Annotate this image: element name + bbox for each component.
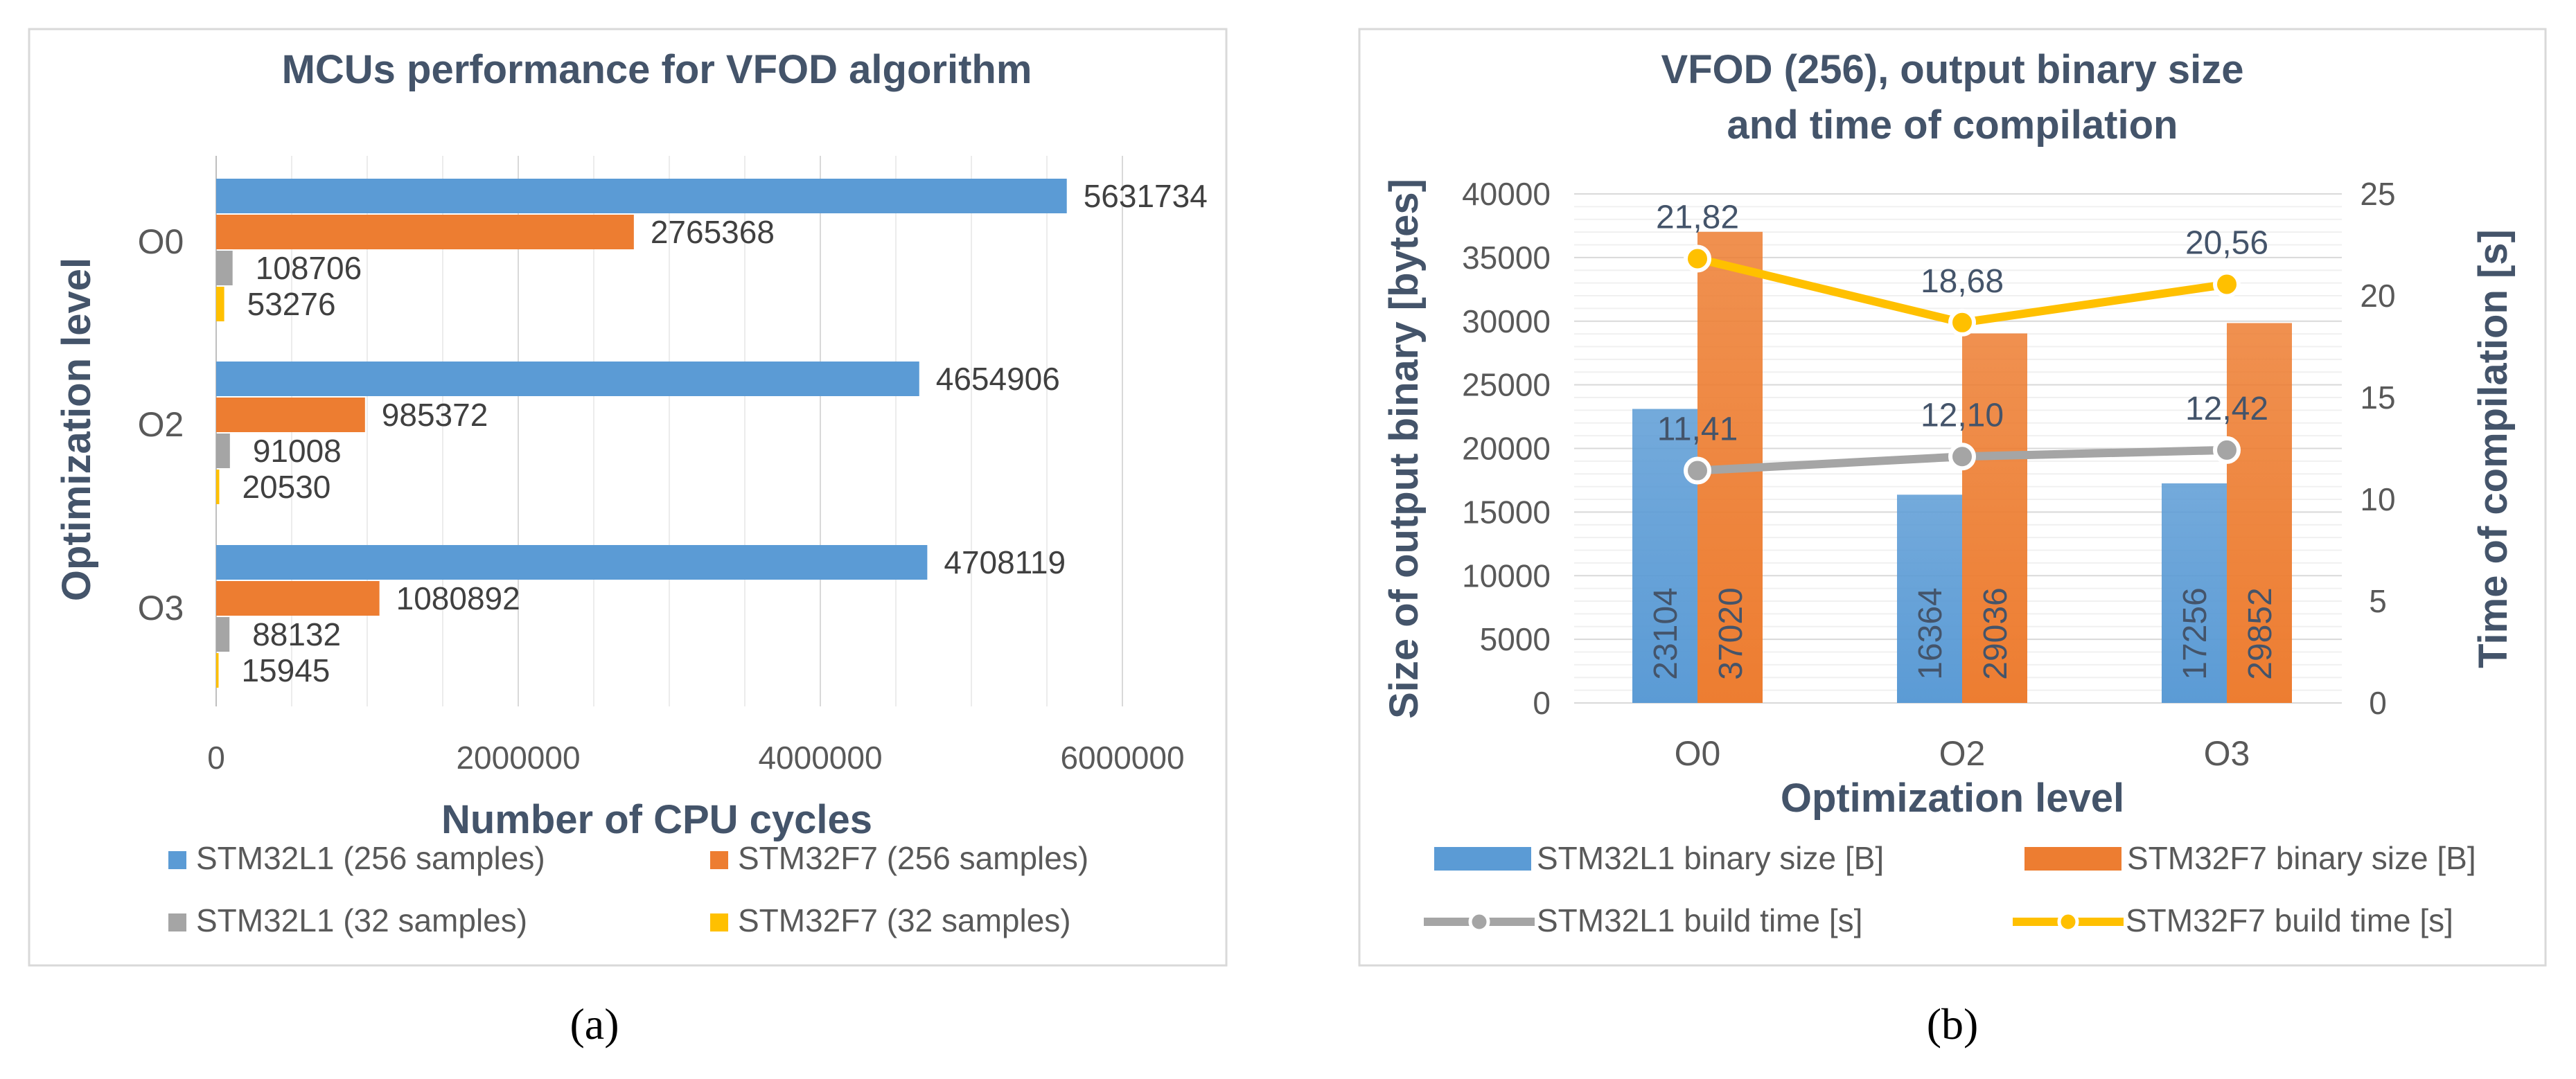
chart-b-line-data-label: 18,68: [1921, 263, 2004, 300]
chart-b-line-point: [1948, 308, 1976, 337]
chart-b-y-tick-label: 25000: [1462, 367, 1551, 403]
chart-b-y-tick-label: 5000: [1480, 621, 1551, 657]
chart-b-y-axis-title: Size of output binary [bytes]: [1382, 179, 1427, 719]
chart-a-bar-o0-s3: [216, 251, 233, 285]
chart-a-bar-o0-s1: [216, 179, 1067, 213]
chart-a-legend-label: STM32L1 (256 samples): [196, 840, 545, 876]
chart-a-x-tick-label: 6000000: [1060, 740, 1184, 776]
chart-a-x-tick-label: 4000000: [758, 740, 882, 776]
chart-b-bar-o3-s1: [2162, 483, 2227, 703]
caption-a: (a): [570, 999, 619, 1049]
chart-b-legend-marker: [1468, 911, 1490, 933]
chart-b-title-line2: and time of compilation: [1727, 102, 2178, 148]
chart-b-title-line1: VFOD (256), output binary size: [1661, 47, 2243, 92]
chart-b-y-tick-label: 40000: [1462, 176, 1551, 212]
chart-b-y-tick-label: 10000: [1462, 558, 1551, 594]
chart-a-data-label: 5631734: [1084, 178, 1208, 214]
chart-a-data-label: 4654906: [936, 361, 1060, 397]
chart-b-bar-data-label: 37020: [1713, 587, 1749, 679]
chart-b-line-point: [1684, 244, 1711, 273]
chart-a-x-axis-title: Number of CPU cycles: [441, 797, 872, 842]
chart-a-bar-o2-s2: [216, 398, 365, 432]
chart-a-data-label: 15945: [241, 652, 330, 688]
chart-a-data-label: 88132: [252, 616, 341, 652]
chart-a-data-label: 985372: [382, 397, 488, 433]
chart-b-bar-o2-s2: [1962, 333, 2027, 703]
chart-b-bar-data-label: 23104: [1648, 587, 1684, 679]
chart-b-category-label: O3: [2204, 734, 2250, 773]
chart-a-legend-swatch: [710, 851, 728, 869]
chart-a-x-tick-label: 2000000: [456, 740, 580, 776]
chart-a-data-label: 20530: [242, 469, 330, 505]
chart-a-data-label: 1080892: [396, 580, 520, 616]
chart-a-data-label: 53276: [247, 286, 336, 322]
chart-a-legend-swatch: [710, 913, 728, 931]
chart-b-line-point: [2213, 270, 2241, 298]
chart-b-y2-tick-label: 15: [2360, 380, 2395, 416]
chart-b-y-tick-label: 15000: [1462, 494, 1551, 530]
chart-b-x-axis-title: Optimization level: [1781, 776, 2124, 821]
chart-b-line-data-label: 11,41: [1657, 411, 1738, 448]
chart-b-y-tick-label: 35000: [1462, 240, 1551, 276]
chart-a-data-label: 4708119: [944, 544, 1066, 580]
chart-b-y2-tick-label: 10: [2360, 481, 2395, 517]
chart-a-bar-o0-s2: [216, 215, 634, 249]
chart-b-bar-o3-s2: [2227, 323, 2292, 704]
chart-a-data-label: 2765368: [651, 214, 775, 250]
chart-b-legend-marker: [2057, 911, 2079, 933]
chart-b-legend-label: STM32F7 build time [s]: [2126, 902, 2453, 938]
chart-a-category-label: O3: [138, 589, 184, 627]
caption-b: (b): [1927, 999, 1979, 1049]
chart-b-y2-tick-label: 20: [2360, 278, 2395, 314]
chart-b-category-label: O2: [1939, 734, 1986, 773]
chart-a-bar-o2-s1: [216, 362, 919, 396]
chart-b-bar-data-label: 16364: [1912, 587, 1949, 679]
chart-a-legend-label: STM32F7 (256 samples): [738, 840, 1088, 876]
chart-b-bar-o0-s1: [1632, 409, 1697, 703]
chart-b-y-tick-label: 30000: [1462, 303, 1551, 339]
chart-a-legend-swatch: [168, 913, 186, 931]
chart-a-data-label: 108706: [256, 250, 362, 286]
chart-b-legend-label: STM32F7 binary size [B]: [2127, 840, 2476, 876]
chart-b-y2-tick-label: 0: [2369, 685, 2387, 721]
chart-b-line-point: [1948, 443, 1976, 471]
chart-b-line-data-label: 20,56: [2185, 225, 2268, 262]
chart-b-bar-data-label: 29036: [1977, 587, 2014, 679]
chart-b-legend-label: STM32L1 build time [s]: [1537, 902, 1862, 938]
chart-a-bar-o2-s3: [216, 434, 230, 468]
chart-b-y-tick-label: 0: [1533, 685, 1551, 721]
chart-b-legend-label: STM32L1 binary size [B]: [1537, 840, 1884, 876]
chart-a-bar-o0-s4: [216, 287, 224, 321]
chart-b-y2-tick-label: 5: [2369, 583, 2387, 619]
chart-b-line-point: [2213, 436, 2241, 464]
chart-a-legend-label: STM32L1 (32 samples): [196, 902, 527, 938]
chart-a-category-label: O0: [138, 222, 184, 261]
chart-a-title: MCUs performance for VFOD algorithm: [282, 47, 1032, 92]
chart-b-bar-data-label: 29852: [2242, 587, 2279, 679]
chart-a-legend-swatch: [168, 851, 186, 869]
chart-b-category-label: O0: [1675, 734, 1721, 773]
chart-a-bar-o3-s2: [216, 581, 380, 616]
chart-b-bar-data-label: 17256: [2177, 587, 2214, 679]
chart-a-legend-label: STM32F7 (32 samples): [738, 902, 1071, 938]
chart-b-legend-swatch: [1434, 847, 1531, 871]
chart-b-line-data-label: 12,10: [1921, 397, 2004, 434]
chart-b-legend-swatch: [2024, 847, 2121, 871]
chart-b-line-data-label: 21,82: [1656, 199, 1739, 235]
chart-a-bar-o3-s4: [216, 653, 219, 688]
chart-a-bar-o3-s3: [216, 617, 230, 652]
chart-b-y2-axis-title: Time of compilation [s]: [2471, 229, 2516, 668]
chart-a-data-label: 91008: [253, 433, 342, 469]
chart-a-y-axis-title: Optimization level: [54, 258, 99, 601]
chart-b-line-data-label: 12,42: [2185, 391, 2268, 427]
chart-b-bar-o2-s1: [1897, 494, 1962, 703]
chart-b-y-tick-label: 20000: [1462, 431, 1551, 467]
chart-b-y2-tick-label: 25: [2360, 176, 2395, 212]
chart-b-line-point: [1684, 456, 1711, 485]
chart-a-category-label: O2: [138, 405, 184, 444]
chart-a-bar-o3-s1: [216, 545, 928, 580]
chart-a-bar-o2-s4: [216, 470, 220, 504]
chart-a-x-tick-label: 0: [207, 740, 225, 776]
